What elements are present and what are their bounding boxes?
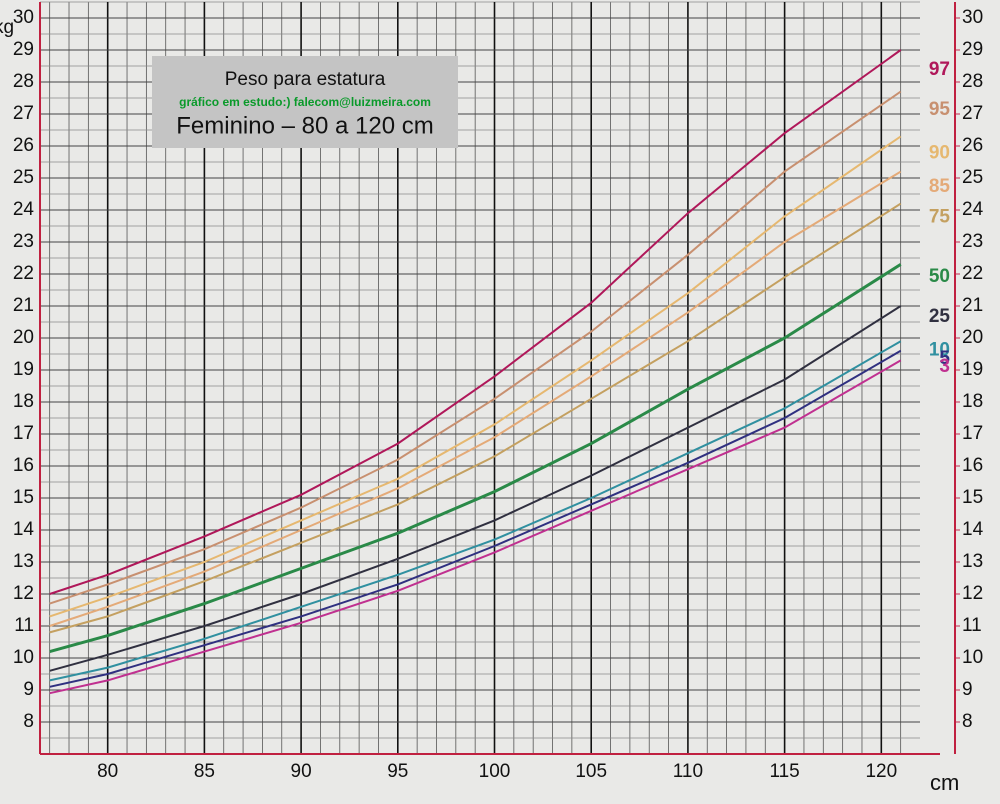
percentile-line [49, 340, 902, 682]
series-label: 90 [929, 142, 950, 163]
x-tick-label: 80 [97, 761, 118, 782]
y-tick-label: 16 [13, 455, 34, 476]
y2-tick-label: 16 [962, 455, 983, 476]
title-box [152, 56, 458, 148]
series-label: 85 [929, 176, 951, 197]
y-tick-label: 12 [13, 583, 34, 604]
percentile-line [49, 359, 902, 695]
y-tick-label: 24 [13, 199, 35, 220]
percentile-line [49, 49, 902, 595]
y2-tick-label: 19 [962, 359, 983, 380]
y-tick-label: 13 [13, 551, 34, 572]
x-tick-label: 120 [865, 761, 897, 782]
y-tick-label: 20 [13, 327, 34, 348]
y2-tick-label: 27 [962, 103, 983, 124]
y-tick-label: 27 [13, 103, 34, 124]
percentile-line [49, 349, 902, 688]
y2-tick-label: 24 [962, 199, 984, 220]
percentile-line [49, 135, 902, 618]
chart-caption: Feminino – 80 a 120 cm [176, 112, 433, 139]
series-label: 50 [929, 266, 950, 287]
y-tick-label: 23 [13, 231, 34, 252]
y-tick-label: 8 [23, 711, 34, 732]
y2-tick-label: 20 [962, 327, 983, 348]
x-tick-label: 115 [769, 761, 799, 782]
x-tick-label: 90 [291, 761, 312, 782]
y2-tick-label: 8 [962, 711, 973, 732]
y2-tick-label: 17 [962, 423, 983, 444]
y-tick-label: 17 [13, 423, 34, 444]
y2-tick-label: 9 [962, 679, 973, 700]
plot: 80 85 90 95 100 105 110 115 12089101112131415161… [13, 1, 984, 782]
x-tick-label: 95 [387, 761, 408, 782]
y-tick-label: 18 [13, 391, 34, 412]
series-label: 25 [929, 306, 951, 327]
y-tick-label: 9 [23, 679, 34, 700]
y2-tick-label: 13 [962, 551, 983, 572]
y2-tick-label: 25 [962, 167, 983, 188]
y-tick-label: 14 [13, 519, 35, 540]
percentile-line [49, 90, 902, 605]
chart-subtitle: gráfico em estudo:) falecom@luizmeira.co… [179, 95, 431, 109]
y2-tick-label: 23 [962, 231, 983, 252]
y2-tick-label: 21 [962, 295, 983, 316]
y-tick-label: 29 [13, 39, 34, 60]
y2-tick-label: 12 [962, 583, 983, 604]
y2-tick-label: 22 [962, 263, 983, 284]
y2-tick-label: 29 [962, 39, 983, 60]
y-tick-label: 25 [13, 167, 34, 188]
y-tick-label: 22 [13, 263, 34, 284]
chart-title: Peso para estatura [225, 69, 386, 90]
x-axis-label: cm [930, 770, 959, 795]
x-tick-label: 85 [194, 761, 215, 782]
y-tick-label: 19 [13, 359, 34, 380]
y-tick-label: 15 [13, 487, 34, 508]
percentile-line [49, 170, 902, 627]
x-tick-label: 100 [479, 761, 511, 782]
y2-tick-label: 10 [962, 647, 983, 668]
series-label: 5 [939, 348, 950, 369]
y-tick-label: 10 [13, 647, 34, 668]
y-tick-label: 21 [13, 295, 34, 316]
percentile-line [49, 202, 902, 634]
y2-tick-label: 14 [962, 519, 984, 540]
y-tick-label: 26 [13, 135, 34, 156]
y-tick-label: 30 [13, 7, 34, 28]
y-tick-label: 28 [13, 71, 34, 92]
y-axis-label: kg [0, 17, 14, 38]
series-label: 10 [929, 340, 950, 361]
y2-tick-label: 30 [962, 7, 983, 28]
percentile-line [49, 305, 902, 672]
y-tick-label: 11 [14, 615, 34, 636]
y2-tick-label: 26 [962, 135, 983, 156]
y2-tick-label: 11 [962, 615, 982, 636]
series-label: 75 [929, 207, 951, 228]
series-label: 95 [929, 99, 951, 120]
x-tick-label: 110 [673, 761, 703, 782]
y2-tick-label: 15 [962, 487, 983, 508]
x-tick-label: 105 [575, 761, 607, 782]
series-label: 97 [929, 59, 950, 80]
series-label: 3 [939, 356, 950, 377]
percentile-line [49, 263, 902, 654]
y2-tick-label: 18 [962, 391, 983, 412]
y2-tick-label: 28 [962, 71, 983, 92]
